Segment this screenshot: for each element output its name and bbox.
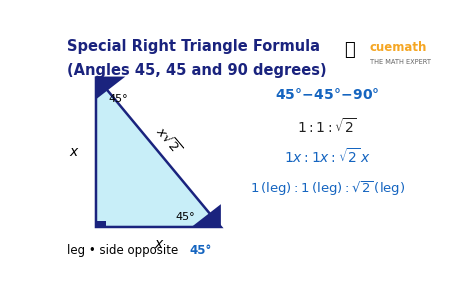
Text: x: x xyxy=(70,145,78,159)
Text: leg • side opposite: leg • side opposite xyxy=(66,244,182,258)
Text: $1\,\mathrm{(leg)}:1\,\mathrm{(leg)}:\sqrt{2}\,\mathrm{(leg)}$: $1\,\mathrm{(leg)}:1\,\mathrm{(leg)}:\sq… xyxy=(250,179,405,198)
Text: 45°: 45° xyxy=(109,94,128,104)
Bar xyxy=(96,221,106,227)
Polygon shape xyxy=(96,77,221,227)
Text: (Angles 45, 45 and 90 degrees): (Angles 45, 45 and 90 degrees) xyxy=(66,63,326,78)
Text: cuemath: cuemath xyxy=(370,41,427,54)
Polygon shape xyxy=(191,204,221,227)
Text: $1:1:\sqrt{2}$: $1:1:\sqrt{2}$ xyxy=(298,117,357,136)
Text: $1x:1x:\sqrt{2}\,x$: $1x:1x:\sqrt{2}\,x$ xyxy=(284,147,371,166)
Text: Special Right Triangle Formula: Special Right Triangle Formula xyxy=(66,39,319,54)
Text: 45°: 45° xyxy=(175,212,195,222)
Text: 45°: 45° xyxy=(190,244,212,258)
Text: $x\sqrt{2}$: $x\sqrt{2}$ xyxy=(152,124,183,157)
Text: THE MATH EXPERT: THE MATH EXPERT xyxy=(370,59,431,65)
Polygon shape xyxy=(96,77,125,99)
Text: x: x xyxy=(155,237,163,251)
Text: 🚀: 🚀 xyxy=(344,41,355,59)
Text: $\mathbf{45°\!-\!45°\!-\!90°}$: $\mathbf{45°\!-\!45°\!-\!90°}$ xyxy=(275,87,380,102)
